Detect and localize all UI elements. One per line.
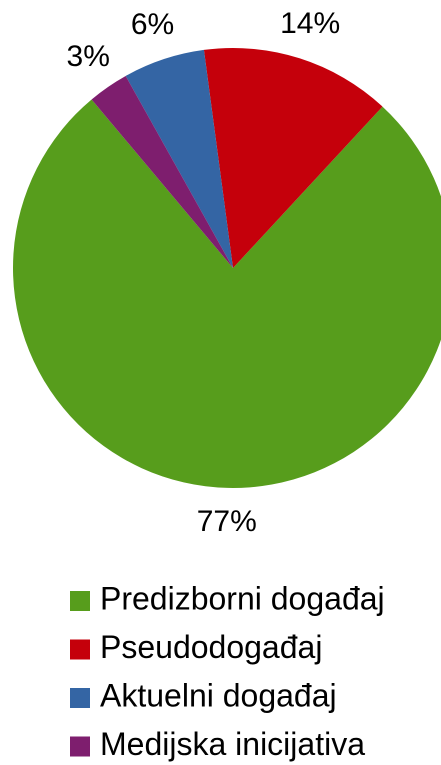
- legend-label: Medijska inicijativa: [100, 726, 365, 762]
- legend-label: Aktuelni događaj: [100, 677, 337, 713]
- pie-slice: [203, 47, 383, 269]
- data-label: 6%: [131, 8, 174, 41]
- legend-label: Predizborni događaj: [100, 580, 385, 616]
- data-label: 14%: [280, 7, 340, 40]
- pie-slice: [13, 99, 441, 488]
- data-label: 3%: [67, 40, 110, 73]
- legend-swatch: [70, 591, 90, 611]
- pie-slice: [91, 75, 233, 268]
- legend-label: Pseudodogađaj: [100, 629, 322, 665]
- legend-swatch: [70, 639, 90, 660]
- legend-swatch: [70, 688, 90, 708]
- data-label: 77%: [197, 505, 257, 538]
- legend-swatch: [70, 736, 90, 757]
- pie-slice: [125, 49, 233, 268]
